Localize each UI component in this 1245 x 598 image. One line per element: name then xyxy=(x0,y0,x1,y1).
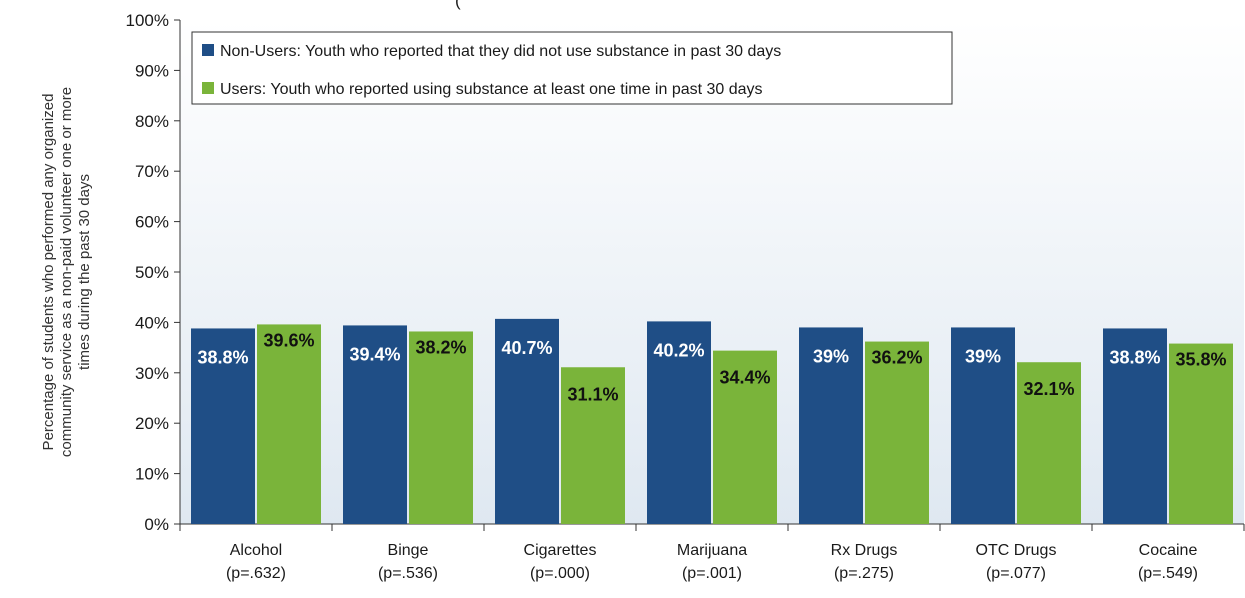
x-category-pvalue: (p=.536) xyxy=(378,565,438,582)
y-tick-label: 60% xyxy=(135,213,169,232)
y-tick-label: 90% xyxy=(135,61,169,80)
data-label-users: 38.2% xyxy=(415,337,466,357)
y-tick-label: 0% xyxy=(144,515,169,534)
legend: Non-Users: Youth who reported that they … xyxy=(191,31,953,105)
bar-users xyxy=(257,324,321,524)
x-category-label: Alcohol xyxy=(230,542,282,559)
x-category-pvalue: (p=.632) xyxy=(226,565,286,582)
bar-non-users xyxy=(647,321,711,524)
y-tick-label: 80% xyxy=(135,112,169,131)
data-label-users: 36.2% xyxy=(871,348,922,368)
data-label-users: 32.1% xyxy=(1023,379,1074,399)
y-tick-label: 40% xyxy=(135,313,169,332)
x-category-pvalue: (p=.077) xyxy=(986,565,1046,582)
x-category-label: Rx Drugs xyxy=(831,542,898,559)
y-axis-title-line-2: community service as a non-paid voluntee… xyxy=(58,87,75,457)
data-label-non-users: 39% xyxy=(813,346,849,366)
legend-swatch-users xyxy=(202,82,214,94)
data-label-non-users: 38.8% xyxy=(1109,347,1160,367)
bar-non-users xyxy=(191,328,255,524)
x-axis: Alcohol (p=.632) Binge (p=.536) Cigarettes (p… xyxy=(179,523,1245,582)
data-label-non-users: 40.7% xyxy=(501,338,552,358)
bar-non-users xyxy=(799,327,863,524)
y-axis-title: Percentage of students who performed any… xyxy=(40,87,93,457)
y-axis-title-line-3: times during the past 30 days xyxy=(76,174,93,370)
data-label-users: 39.6% xyxy=(263,330,314,350)
legend-swatch-non-users xyxy=(202,44,214,56)
y-tick-label: 20% xyxy=(135,414,169,433)
y-tick-label: 100% xyxy=(126,11,169,30)
y-tick-label: 10% xyxy=(135,465,169,484)
x-category-pvalue: (p=.001) xyxy=(682,565,742,582)
legend-label-users: Users: Youth who reported using substanc… xyxy=(220,81,763,98)
x-category-pvalue: (p=.275) xyxy=(834,565,894,582)
x-category-label: Marijuana xyxy=(677,542,747,559)
bar-non-users xyxy=(951,327,1015,524)
data-label-non-users: 39% xyxy=(965,346,1001,366)
bar-users xyxy=(865,341,929,524)
data-label-users: 34.4% xyxy=(719,368,770,388)
x-category-pvalue: (p=.000) xyxy=(530,565,590,582)
x-category-label: Cigarettes xyxy=(524,542,597,559)
bar-users xyxy=(713,350,777,524)
x-category-label: Binge xyxy=(388,542,429,559)
x-category-pvalue: (p=.549) xyxy=(1138,565,1198,582)
data-label-users: 31.1% xyxy=(567,384,618,404)
legend-label-non-users: Non-Users: Youth who reported that they … xyxy=(220,43,781,60)
x-category-label: OTC Drugs xyxy=(976,542,1057,559)
x-category-label: Cocaine xyxy=(1139,542,1198,559)
y-axis: 0% 10% 20% 30% 40% 50% 60% 70% 80% 90% 100% xyxy=(126,11,181,534)
bar-users xyxy=(1169,343,1233,524)
y-tick-label: 50% xyxy=(135,263,169,282)
bar-users xyxy=(409,331,473,524)
bar-non-users xyxy=(495,318,559,524)
legend-box xyxy=(191,31,953,105)
data-label-non-users: 38.8% xyxy=(197,347,248,367)
bars xyxy=(191,318,1233,524)
y-tick-label: 30% xyxy=(135,364,169,383)
data-label-non-users: 40.2% xyxy=(653,340,704,360)
bar-non-users xyxy=(1103,328,1167,524)
data-label-users: 35.8% xyxy=(1175,350,1226,370)
chart-title-fragment: ( xyxy=(455,0,461,10)
bar-users xyxy=(1017,362,1081,524)
bar-non-users xyxy=(343,325,407,524)
y-axis-title-line-1: Percentage of students who performed any… xyxy=(40,94,57,451)
y-tick-label: 70% xyxy=(135,162,169,181)
bar-users xyxy=(561,367,625,524)
data-label-non-users: 39.4% xyxy=(349,344,400,364)
data-labels: 38.8% 39.6% 39.4% 38.2% 40.7% 31.1% 40.2% 34.4%… xyxy=(197,330,1226,404)
